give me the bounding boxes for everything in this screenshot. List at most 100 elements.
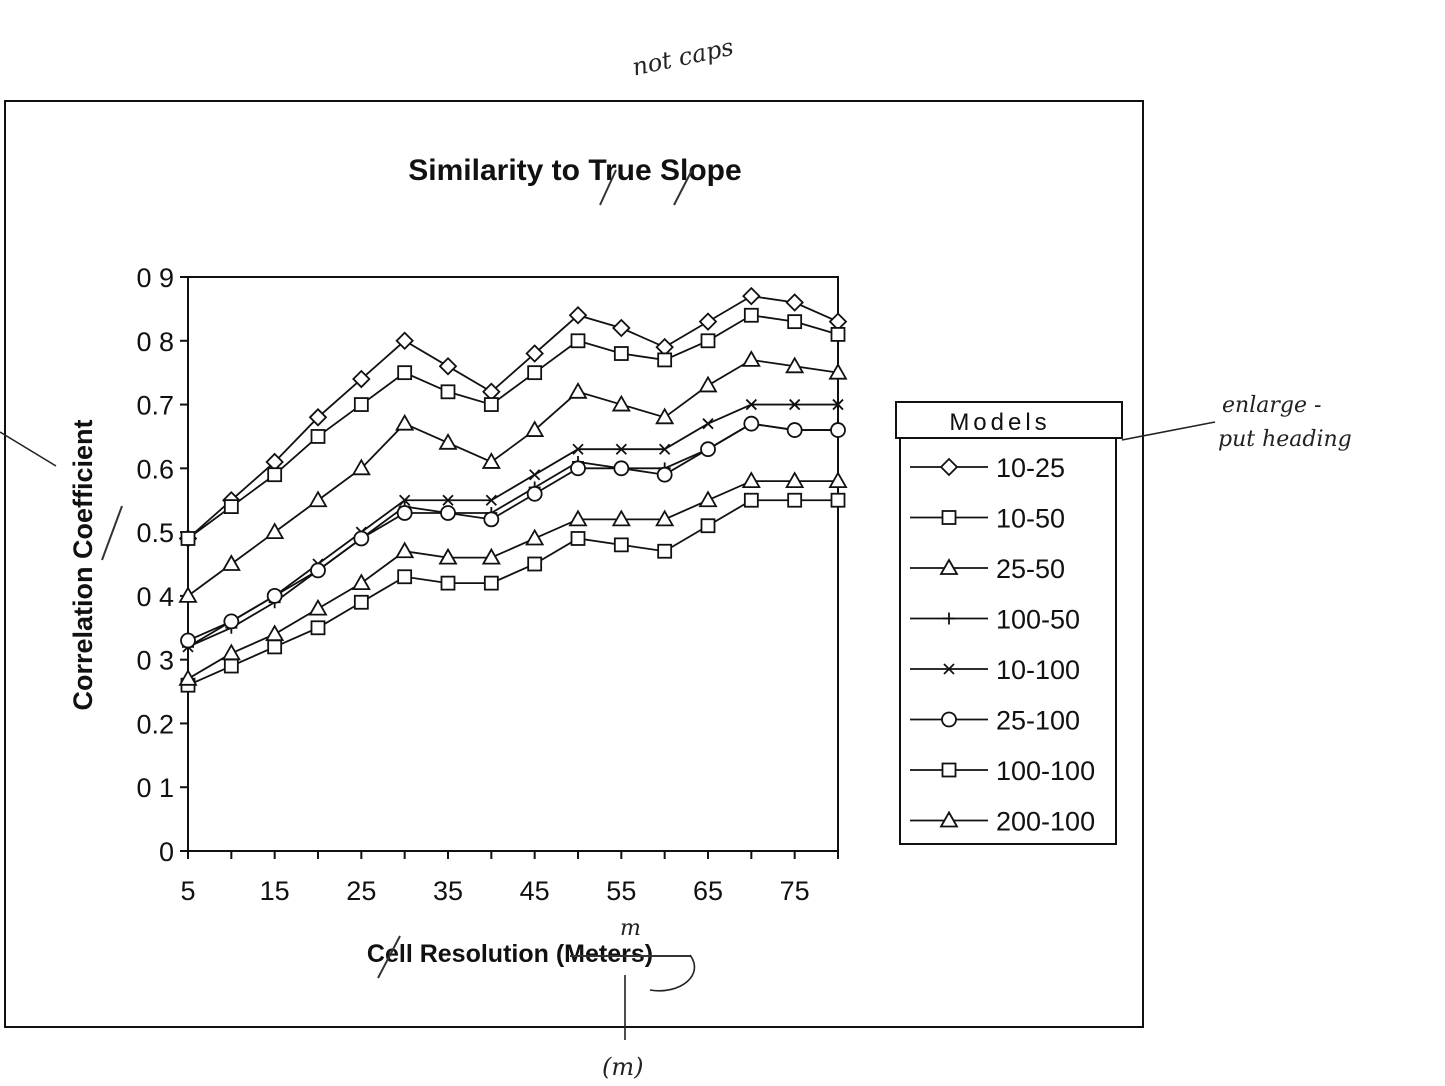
data-point xyxy=(395,331,414,351)
data-point xyxy=(611,509,631,527)
data-point xyxy=(481,547,501,565)
data-point xyxy=(351,458,371,476)
data-point xyxy=(178,586,198,603)
data-point xyxy=(698,490,718,508)
data-point xyxy=(568,509,588,527)
data-point xyxy=(527,556,543,572)
data-point xyxy=(438,433,458,450)
data-point xyxy=(308,598,328,616)
data-point xyxy=(353,594,369,610)
data-point xyxy=(353,530,370,547)
y-tick-label: 0 9 xyxy=(136,263,174,293)
data-point xyxy=(655,509,675,527)
data-point xyxy=(352,369,371,389)
data-point xyxy=(700,333,716,349)
data-point xyxy=(265,624,285,642)
legend-entry: 25-50 xyxy=(910,554,1065,584)
data-point xyxy=(830,422,846,438)
strike-mark-coefficient xyxy=(101,505,123,561)
data-point xyxy=(395,541,415,559)
legend-label: 200-100 xyxy=(996,807,1095,837)
data-point xyxy=(351,573,371,591)
series-10-50 xyxy=(180,307,846,546)
data-point xyxy=(659,443,671,455)
data-point xyxy=(440,575,456,591)
x-tick-label: 75 xyxy=(780,876,810,906)
data-point xyxy=(570,531,586,546)
series-line xyxy=(187,358,839,597)
x-tick-label: 15 xyxy=(260,876,290,906)
annotation-units-arrow xyxy=(649,954,696,992)
x-tick-label: 5 xyxy=(180,876,195,906)
series-25-50 xyxy=(178,350,848,603)
legend-entry: 100-100 xyxy=(910,756,1095,786)
x-tick-label: 45 xyxy=(520,876,550,906)
data-point xyxy=(786,422,803,438)
data-point xyxy=(657,352,673,368)
data-point xyxy=(656,466,673,483)
legend-entry: 10-100 xyxy=(910,655,1080,685)
data-point xyxy=(702,418,714,430)
data-point xyxy=(223,499,239,515)
data-point xyxy=(572,443,584,455)
data-point xyxy=(483,397,499,412)
y-tick-label: 0.7 xyxy=(136,391,174,421)
annotation-top-note: not caps xyxy=(630,33,736,82)
data-point xyxy=(743,415,760,432)
legend-marker xyxy=(939,457,959,477)
data-point xyxy=(221,643,241,661)
legend-entry: 10-50 xyxy=(910,504,1065,534)
series-line xyxy=(187,403,838,648)
annotation-pointer-line xyxy=(1121,421,1216,441)
data-point xyxy=(308,408,328,427)
legend-label: 10-25 xyxy=(996,453,1065,483)
data-point xyxy=(438,357,458,376)
data-point xyxy=(613,537,629,553)
data-point xyxy=(741,471,761,488)
data-point xyxy=(481,452,501,469)
data-point xyxy=(180,531,196,546)
data-point xyxy=(698,375,718,393)
data-point xyxy=(223,613,240,630)
data-point xyxy=(267,467,283,483)
data-point xyxy=(397,569,413,585)
data-point xyxy=(310,429,326,444)
x-tick-label: 65 xyxy=(693,876,723,906)
data-point xyxy=(525,528,545,546)
data-point xyxy=(570,333,586,349)
data-point xyxy=(525,344,544,363)
data-point xyxy=(266,587,283,604)
data-point xyxy=(221,554,241,571)
legend-marker xyxy=(941,711,957,728)
data-point xyxy=(442,494,454,506)
data-point xyxy=(399,494,411,506)
series-line xyxy=(187,480,838,680)
legend-label: 25-50 xyxy=(996,554,1065,584)
data-point xyxy=(743,492,759,508)
legend-marker xyxy=(939,558,959,575)
data-point xyxy=(828,362,848,380)
data-point xyxy=(700,518,716,534)
y-tick-label: 0 4 xyxy=(136,582,174,612)
chart-frame xyxy=(4,100,1144,1028)
data-point xyxy=(741,350,761,367)
series-200-100 xyxy=(178,471,848,686)
legend-marker xyxy=(939,810,959,828)
data-point xyxy=(527,365,543,381)
data-point xyxy=(700,441,716,458)
y-tick-label: 0 1 xyxy=(136,773,174,803)
legend-entry: 25-100 xyxy=(910,706,1080,736)
data-point xyxy=(785,471,805,488)
data-point xyxy=(615,443,627,455)
data-point xyxy=(742,286,761,306)
data-point xyxy=(529,469,541,481)
data-point xyxy=(223,658,239,674)
legend-marker xyxy=(943,663,955,675)
data-point xyxy=(267,639,283,655)
legend-entry: 10-25 xyxy=(910,453,1065,483)
data-point xyxy=(525,420,545,437)
data-point xyxy=(613,460,630,477)
y-axis-label: Correlation Coefficient xyxy=(68,419,98,710)
series-line xyxy=(187,314,839,540)
